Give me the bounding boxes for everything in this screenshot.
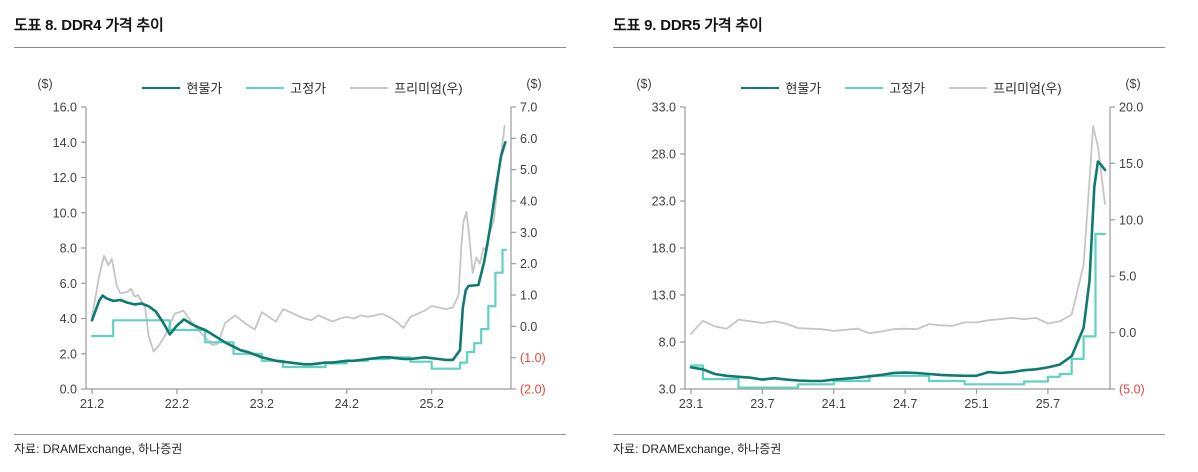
right-axis-tick-label: (2.0) — [520, 383, 546, 397]
right-axis-tick-label: 4.0 — [520, 195, 537, 209]
title-divider — [14, 47, 566, 48]
left-axis-unit-label: ($) — [636, 77, 651, 91]
left-axis-tick-label: 23.0 — [652, 195, 676, 209]
left-axis-tick-label: 16.0 — [53, 101, 77, 115]
ddr5-panel: 도표 9. DDR5 가격 추이 3.0 8.0 13.0 18.0 23.0 28.0 3… — [599, 0, 1198, 472]
right-axis-tick-label: 15.0 — [1119, 157, 1143, 171]
x-axis-tick-label: 24.2 — [335, 397, 359, 411]
left-axis-tick-label: 0.0 — [60, 383, 77, 397]
left-axis-unit-label: ($) — [37, 77, 52, 91]
right-axis-tick-label: 10.0 — [1119, 213, 1143, 227]
x-axis-tick-label: 25.7 — [1036, 397, 1060, 411]
chart-area: 0.0 2.0 4.0 6.0 8.0 10.0 12.0 14.0 16.0 (2.0) (1.0… — [0, 48, 599, 434]
series-고정가 — [689, 232, 1107, 389]
right-axis-tick-label: 2.0 — [520, 257, 537, 271]
right-axis-unit-label: ($) — [1125, 77, 1140, 91]
ddr4-price-chart: 0.0 2.0 4.0 6.0 8.0 10.0 12.0 14.0 16.0 (2.0) (1.0… — [37, 77, 546, 411]
chart-title: 도표 8. DDR4 가격 추이 — [14, 17, 164, 34]
left-axis-tick-label: 3.0 — [659, 383, 676, 397]
chart-area: 3.0 8.0 13.0 18.0 23.0 28.0 33.0 (5.0) 0.0 5.0 10.… — [599, 48, 1198, 434]
left-axis-tick-label: 6.0 — [60, 277, 77, 291]
title-divider — [613, 47, 1165, 48]
left-axis-tick-label: 12.0 — [53, 171, 77, 185]
left-axis-tick-label: 18.0 — [652, 242, 676, 256]
right-axis-tick-label: 6.0 — [520, 132, 537, 146]
right-axis-tick-label: (5.0) — [1119, 383, 1145, 397]
x-axis-tick-label: 24.7 — [893, 397, 917, 411]
left-axis-tick-label: 10.0 — [53, 206, 77, 220]
x-axis-tick-label: 22.2 — [165, 397, 189, 411]
left-axis-tick-label: 4.0 — [60, 312, 77, 326]
x-axis-tick-label: 24.1 — [822, 397, 846, 411]
source-divider — [613, 434, 1165, 435]
right-axis-tick-label: 0.0 — [1119, 326, 1136, 340]
right-axis-tick-label: 5.0 — [520, 163, 537, 177]
right-axis-unit-label: ($) — [526, 77, 541, 91]
left-axis-tick-label: 13.0 — [652, 289, 676, 303]
x-axis-tick-label: 21.2 — [80, 397, 104, 411]
x-axis-tick-label: 23.2 — [250, 397, 274, 411]
right-axis-tick-label: (1.0) — [520, 351, 546, 365]
source-divider — [14, 434, 566, 435]
source-text: 자료: DRAMExchange, 하나증권 — [14, 442, 183, 456]
right-axis-tick-label: 0.0 — [520, 320, 537, 334]
ddr5-price-chart: 3.0 8.0 13.0 18.0 23.0 28.0 33.0 (5.0) 0.0 5.0 10.… — [636, 77, 1145, 411]
right-axis-tick-label: 1.0 — [520, 289, 537, 303]
x-axis-tick-label: 25.2 — [420, 397, 444, 411]
series-현물가 — [90, 141, 507, 366]
source-text: 자료: DRAMExchange, 하나증권 — [613, 442, 782, 456]
left-axis-tick-label: 8.0 — [60, 242, 77, 256]
right-axis-tick-label: 20.0 — [1119, 101, 1143, 115]
series-프리미엄(우) — [690, 125, 1106, 335]
series-현물가 — [689, 160, 1107, 383]
left-axis-tick-label: 8.0 — [659, 336, 676, 350]
ddr4-panel: 도표 8. DDR4 가격 추이 0.0 2.0 4.0 6.0 8.0 10.0 12.0… — [0, 17, 599, 456]
left-axis-tick-label: 14.0 — [53, 136, 77, 150]
left-axis-tick-label: 33.0 — [652, 101, 676, 115]
x-axis-tick-label: 25.1 — [964, 397, 988, 411]
series-프리미엄(우) — [91, 124, 506, 353]
left-axis-tick-label: 2.0 — [60, 347, 77, 361]
x-axis-tick-label: 23.7 — [750, 397, 774, 411]
right-axis-tick-label: 5.0 — [1119, 270, 1136, 284]
left-axis-tick-label: 28.0 — [652, 148, 676, 162]
right-axis-tick-label: 7.0 — [520, 101, 537, 115]
right-axis-tick-label: 3.0 — [520, 226, 537, 240]
chart-title: 도표 9. DDR5 가격 추이 — [613, 17, 763, 34]
x-axis-tick-label: 23.1 — [679, 397, 703, 411]
